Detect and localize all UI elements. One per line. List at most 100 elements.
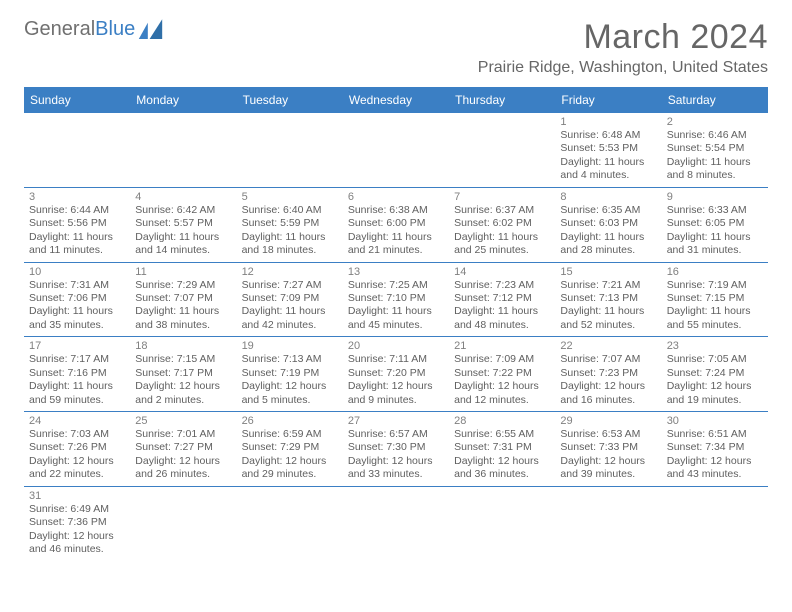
sunrise-line: Sunrise: 6:55 AM [454,428,550,441]
sunset-line: Sunset: 7:10 PM [348,292,444,305]
calendar-day: 22Sunrise: 7:07 AMSunset: 7:23 PMDayligh… [555,337,661,412]
daylight-line: Daylight: 12 hours and 12 minutes. [454,380,550,407]
sunset-line: Sunset: 6:02 PM [454,217,550,230]
daylight-line: Daylight: 12 hours and 39 minutes. [560,455,656,482]
brand-name: GeneralBlue [24,18,135,41]
daylight-line: Daylight: 12 hours and 46 minutes. [29,530,125,557]
day-number: 13 [348,266,444,278]
daylight-line: Daylight: 12 hours and 5 minutes. [242,380,338,407]
sunset-line: Sunset: 7:36 PM [29,516,125,529]
daylight-line: Daylight: 11 hours and 11 minutes. [29,231,125,258]
sunrise-line: Sunrise: 6:53 AM [560,428,656,441]
calendar-week: 10Sunrise: 7:31 AMSunset: 7:06 PMDayligh… [24,262,768,337]
daylight-line: Daylight: 11 hours and 8 minutes. [667,156,763,183]
sunset-line: Sunset: 6:00 PM [348,217,444,230]
sunset-line: Sunset: 7:30 PM [348,441,444,454]
calendar-day: 11Sunrise: 7:29 AMSunset: 7:07 PMDayligh… [130,262,236,337]
daylight-line: Daylight: 11 hours and 28 minutes. [560,231,656,258]
day-number: 24 [29,415,125,427]
page-subtitle: Prairie Ridge, Washington, United States [478,59,768,77]
weekday-header: Saturday [662,87,768,113]
day-number: 9 [667,191,763,203]
sunrise-line: Sunrise: 6:33 AM [667,204,763,217]
sunrise-line: Sunrise: 6:44 AM [29,204,125,217]
daylight-line: Daylight: 11 hours and 38 minutes. [135,305,231,332]
daylight-line: Daylight: 12 hours and 19 minutes. [667,380,763,407]
calendar-day: 28Sunrise: 6:55 AMSunset: 7:31 PMDayligh… [449,412,555,487]
sunrise-line: Sunrise: 7:17 AM [29,353,125,366]
calendar-day: 10Sunrise: 7:31 AMSunset: 7:06 PMDayligh… [24,262,130,337]
day-number: 25 [135,415,231,427]
day-number: 5 [242,191,338,203]
sunrise-line: Sunrise: 7:05 AM [667,353,763,366]
sunrise-line: Sunrise: 7:31 AM [29,279,125,292]
calendar-day-empty [130,486,236,560]
sunset-line: Sunset: 7:31 PM [454,441,550,454]
daylight-line: Daylight: 11 hours and 35 minutes. [29,305,125,332]
calendar-day: 26Sunrise: 6:59 AMSunset: 7:29 PMDayligh… [237,412,343,487]
calendar-day: 27Sunrise: 6:57 AMSunset: 7:30 PMDayligh… [343,412,449,487]
day-number: 3 [29,191,125,203]
daylight-line: Daylight: 11 hours and 59 minutes. [29,380,125,407]
day-number: 2 [667,116,763,128]
sunrise-line: Sunrise: 7:15 AM [135,353,231,366]
daylight-line: Daylight: 12 hours and 33 minutes. [348,455,444,482]
brand-name-part2: Blue [95,18,135,40]
calendar-day-empty [130,113,236,187]
sunrise-line: Sunrise: 7:07 AM [560,353,656,366]
calendar-day-empty [449,113,555,187]
sunset-line: Sunset: 7:15 PM [667,292,763,305]
sunset-line: Sunset: 7:06 PM [29,292,125,305]
calendar-day: 29Sunrise: 6:53 AMSunset: 7:33 PMDayligh… [555,412,661,487]
sunrise-line: Sunrise: 6:46 AM [667,129,763,142]
calendar-day-empty [449,486,555,560]
day-number: 19 [242,340,338,352]
day-number: 30 [667,415,763,427]
weekday-header: Friday [555,87,661,113]
day-number: 17 [29,340,125,352]
daylight-line: Daylight: 11 hours and 31 minutes. [667,231,763,258]
day-number: 4 [135,191,231,203]
calendar-day: 7Sunrise: 6:37 AMSunset: 6:02 PMDaylight… [449,187,555,262]
sunset-line: Sunset: 5:54 PM [667,142,763,155]
calendar-day: 12Sunrise: 7:27 AMSunset: 7:09 PMDayligh… [237,262,343,337]
day-number: 15 [560,266,656,278]
calendar-day: 19Sunrise: 7:13 AMSunset: 7:19 PMDayligh… [237,337,343,412]
daylight-line: Daylight: 11 hours and 25 minutes. [454,231,550,258]
sunrise-line: Sunrise: 7:29 AM [135,279,231,292]
day-number: 10 [29,266,125,278]
day-number: 23 [667,340,763,352]
sunrise-line: Sunrise: 6:49 AM [29,503,125,516]
calendar-day: 2Sunrise: 6:46 AMSunset: 5:54 PMDaylight… [662,113,768,187]
calendar-day: 9Sunrise: 6:33 AMSunset: 6:05 PMDaylight… [662,187,768,262]
daylight-line: Daylight: 11 hours and 18 minutes. [242,231,338,258]
daylight-line: Daylight: 11 hours and 55 minutes. [667,305,763,332]
sunrise-line: Sunrise: 6:42 AM [135,204,231,217]
sunrise-line: Sunrise: 7:19 AM [667,279,763,292]
calendar-day-empty [343,113,449,187]
calendar-day: 18Sunrise: 7:15 AMSunset: 7:17 PMDayligh… [130,337,236,412]
calendar-day: 16Sunrise: 7:19 AMSunset: 7:15 PMDayligh… [662,262,768,337]
day-number: 8 [560,191,656,203]
calendar-day: 30Sunrise: 6:51 AMSunset: 7:34 PMDayligh… [662,412,768,487]
sunset-line: Sunset: 7:34 PM [667,441,763,454]
calendar-day-empty [343,486,449,560]
day-number: 18 [135,340,231,352]
daylight-line: Daylight: 11 hours and 52 minutes. [560,305,656,332]
sunset-line: Sunset: 6:05 PM [667,217,763,230]
sunrise-line: Sunrise: 7:25 AM [348,279,444,292]
daylight-line: Daylight: 11 hours and 21 minutes. [348,231,444,258]
calendar-day: 5Sunrise: 6:40 AMSunset: 5:59 PMDaylight… [237,187,343,262]
sunset-line: Sunset: 7:16 PM [29,367,125,380]
daylight-line: Daylight: 11 hours and 45 minutes. [348,305,444,332]
sails-icon [137,19,173,41]
daylight-line: Daylight: 12 hours and 2 minutes. [135,380,231,407]
calendar-day: 13Sunrise: 7:25 AMSunset: 7:10 PMDayligh… [343,262,449,337]
sunset-line: Sunset: 7:17 PM [135,367,231,380]
sunrise-line: Sunrise: 7:23 AM [454,279,550,292]
sunrise-line: Sunrise: 6:48 AM [560,129,656,142]
calendar-day: 17Sunrise: 7:17 AMSunset: 7:16 PMDayligh… [24,337,130,412]
sunset-line: Sunset: 7:20 PM [348,367,444,380]
daylight-line: Daylight: 12 hours and 9 minutes. [348,380,444,407]
day-number: 16 [667,266,763,278]
